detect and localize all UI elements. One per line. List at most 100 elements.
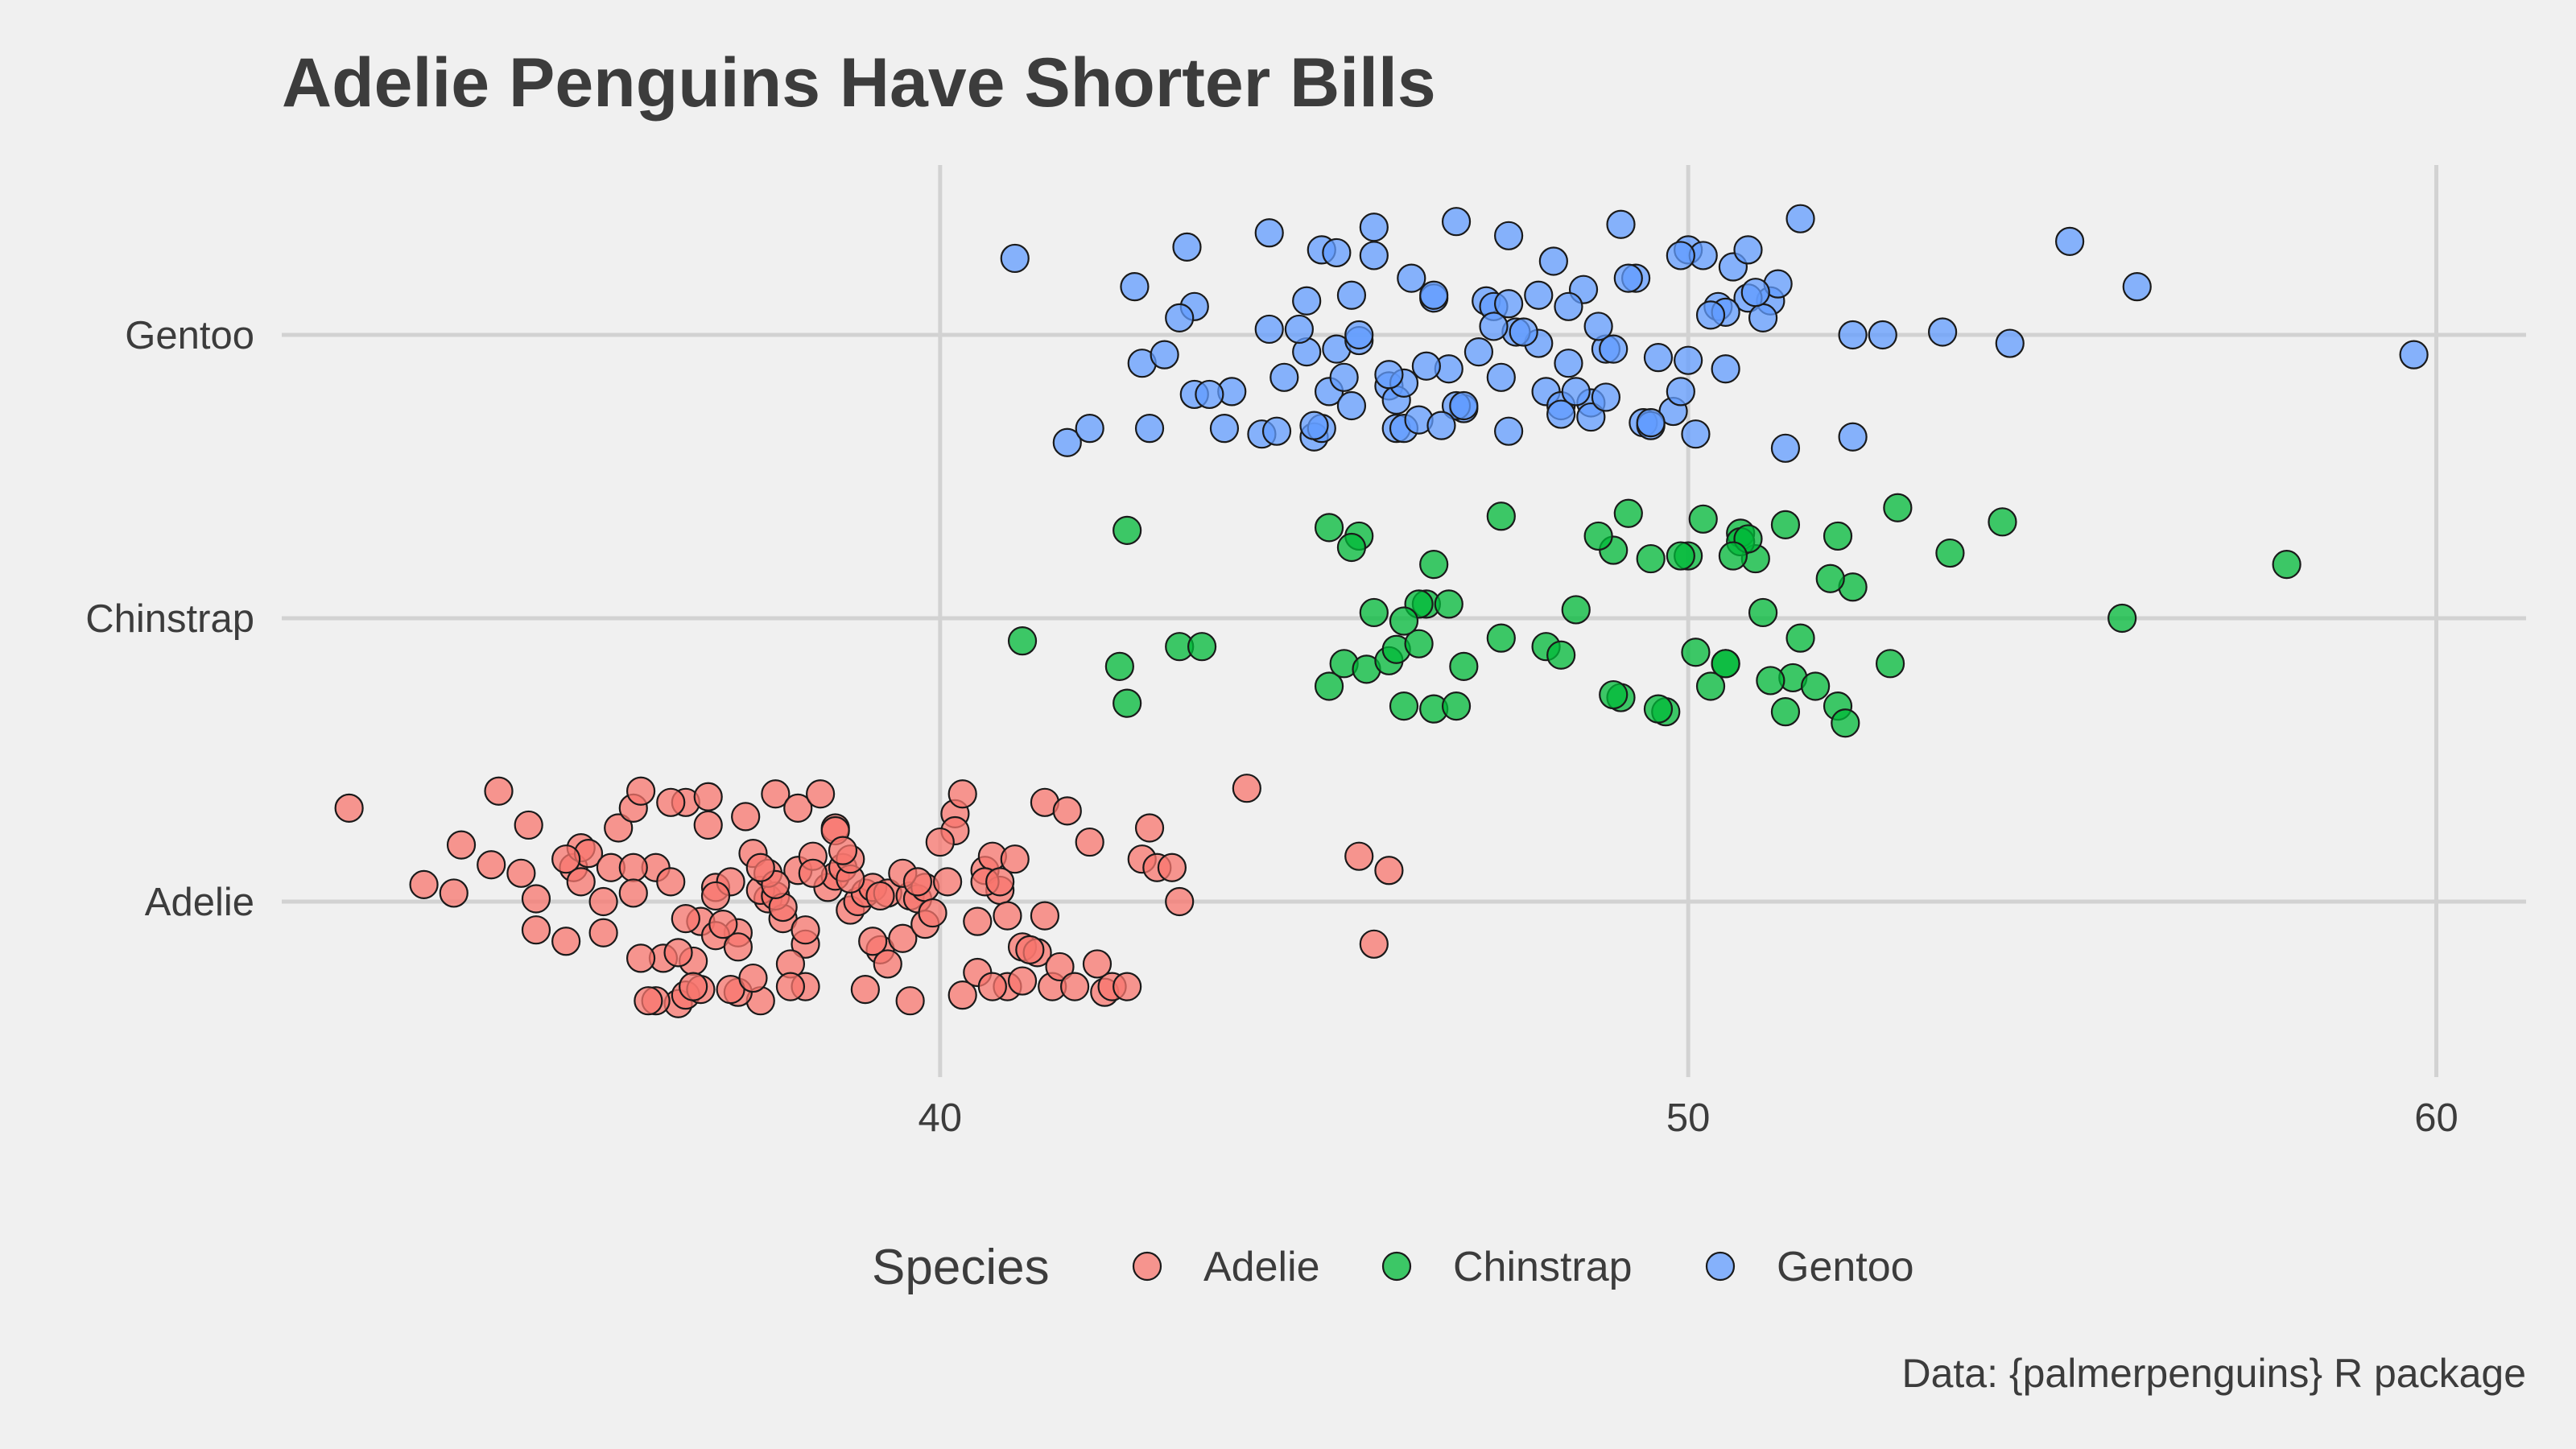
data-point [1165, 303, 1195, 332]
data-point [1875, 649, 1905, 679]
data-point [679, 972, 708, 1001]
data-point [551, 927, 581, 956]
data-point [865, 881, 895, 911]
data-point [1359, 213, 1389, 242]
data-point [334, 793, 364, 823]
data-point [1636, 543, 1666, 574]
data-point [858, 927, 888, 956]
data-point [1928, 317, 1958, 347]
data-point [1815, 564, 1845, 593]
data-point [588, 918, 618, 947]
data-point [1935, 538, 1965, 568]
legend-label-gentoo: Gentoo [1777, 1244, 1914, 1290]
data-point [1509, 317, 1538, 347]
data-point [1681, 419, 1711, 449]
data-point [1059, 972, 1090, 1001]
data-point [2055, 226, 2085, 256]
series-gentoo [1000, 204, 2429, 463]
data-point [895, 986, 925, 1016]
data-point [625, 943, 656, 973]
data-point [1359, 929, 1389, 959]
data-point [783, 793, 813, 823]
data-point [1666, 377, 1695, 407]
legend-key-chinstrap [1381, 1251, 1412, 1282]
data-point [1674, 345, 1703, 375]
data-point [1329, 362, 1359, 392]
data-point [2272, 550, 2301, 580]
data-point [1770, 433, 1801, 463]
data-point [1711, 649, 1740, 679]
data-point [1486, 623, 1516, 653]
data-point [409, 869, 439, 899]
data-point [1359, 241, 1389, 270]
data-point [1157, 852, 1187, 882]
data-point [1546, 399, 1576, 429]
data-point [761, 779, 791, 809]
data-point [588, 886, 618, 917]
data-point [1359, 597, 1389, 628]
data-point [1785, 204, 1815, 233]
data-point [1150, 340, 1179, 369]
data-point [1292, 286, 1322, 316]
data-point [566, 867, 596, 897]
data-point [1463, 337, 1494, 367]
data-point [1336, 390, 1367, 421]
data-point [1666, 241, 1695, 270]
data-point [1838, 422, 1868, 452]
data-point [1113, 515, 1142, 545]
legend-label-chinstrap: Chinstrap [1453, 1244, 1633, 1290]
data-point [656, 787, 686, 817]
data-point [1314, 513, 1344, 543]
data-point [1299, 411, 1329, 440]
data-point [1486, 502, 1516, 531]
data-point [1441, 691, 1472, 721]
data-point [1831, 708, 1860, 738]
data-point [1336, 532, 1367, 563]
data-point [1082, 949, 1113, 979]
data-point [1643, 694, 1674, 724]
data-point [1479, 312, 1509, 341]
data-point [439, 878, 469, 908]
data-point [1134, 813, 1165, 843]
data-point [993, 901, 1022, 931]
data-point [1838, 320, 1868, 350]
data-point [1606, 209, 1636, 239]
data-point [791, 915, 820, 945]
data-point [888, 923, 918, 953]
data-point [1120, 272, 1150, 302]
data-point [521, 884, 551, 914]
y-tick-label-adelie: Adelie [145, 881, 254, 924]
data-point [1748, 303, 1778, 332]
data-point [985, 867, 1015, 897]
data-point [738, 963, 768, 993]
data-points [334, 204, 2429, 1018]
data-point [1336, 280, 1367, 310]
data-point [1538, 246, 1568, 276]
data-point [1344, 320, 1374, 350]
data-point [1344, 841, 1374, 871]
data-point [514, 810, 543, 840]
data-point [1494, 221, 1524, 250]
data-point [1374, 856, 1404, 886]
series-chinstrap [1007, 493, 2301, 738]
data-point [947, 980, 977, 1010]
data-point [1524, 280, 1554, 310]
data-point [634, 986, 663, 1016]
data-point [873, 949, 902, 979]
data-point [1785, 623, 1815, 653]
data-point [506, 858, 536, 888]
legend-title: Species [872, 1240, 1050, 1295]
data-point [1681, 638, 1711, 667]
data-point [1007, 626, 1038, 656]
data-point [745, 852, 775, 882]
data-point [1666, 541, 1695, 571]
data-point [798, 858, 828, 888]
y-tick-label-gentoo: Gentoo [125, 314, 254, 357]
data-point [1000, 243, 1030, 274]
data-point [775, 972, 806, 1001]
data-point [1494, 289, 1524, 319]
data-point [1718, 541, 1748, 571]
data-point [963, 906, 993, 936]
legend-key-gentoo [1705, 1251, 1736, 1282]
